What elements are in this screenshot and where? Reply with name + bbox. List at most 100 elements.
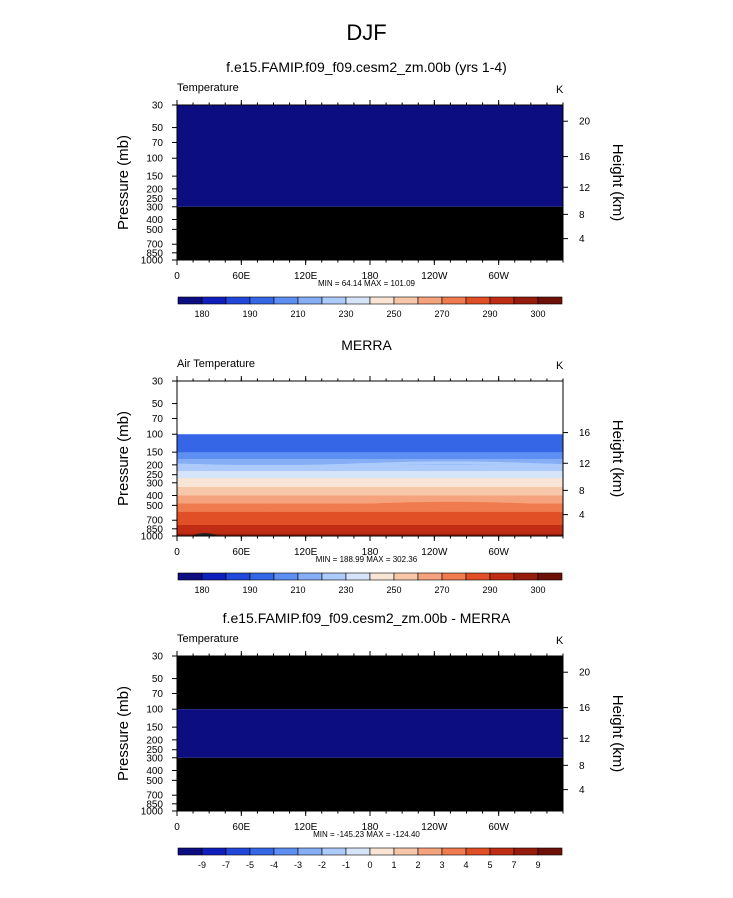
y2-axis-label: Height (km) xyxy=(609,420,626,498)
colorbar-label: 230 xyxy=(338,585,353,595)
panel-diff: f.e15.FAMIP.f09_f09.cesm2_zm.00b - MERRA… xyxy=(0,608,733,898)
colorbar-box xyxy=(201,296,227,305)
colorbar-label: 250 xyxy=(386,585,401,595)
height-tick-label: 16 xyxy=(579,428,591,439)
pressure-tick-label: 850 xyxy=(146,799,163,810)
colorbar-label: 1 xyxy=(391,860,396,870)
contour-line xyxy=(176,461,564,469)
colorbar-label: -2 xyxy=(318,860,326,870)
colorbar-box xyxy=(441,296,467,305)
pressure-tick-label: 1000 xyxy=(141,256,164,267)
field-region xyxy=(177,656,563,710)
pressure-tick-label: 300 xyxy=(146,753,163,764)
colorbar-label: 9 xyxy=(535,860,540,870)
pressure-tick-label: 1000 xyxy=(141,807,164,818)
lon-tick-label: 180 xyxy=(362,822,379,833)
pressure-tick-label: 400 xyxy=(146,766,163,777)
lon-tick-label: 60E xyxy=(232,271,250,282)
colorbar-box xyxy=(177,296,203,305)
height-tick-label: 8 xyxy=(579,486,585,497)
panel-title: MERRA xyxy=(341,337,392,353)
pressure-tick-label: 30 xyxy=(152,101,164,112)
colorbar-label: 290 xyxy=(482,309,497,319)
colorbar-box xyxy=(417,847,443,856)
colorbar-box xyxy=(321,847,347,856)
pressure-tick-label: 500 xyxy=(146,776,163,787)
colorbar-box xyxy=(513,572,539,581)
variable-label: Air Temperature xyxy=(177,358,256,370)
pressure-tick-label: 50 xyxy=(152,123,164,134)
colorbar-label: 7 xyxy=(511,860,516,870)
unit-label: K xyxy=(556,635,564,647)
pressure-tick-label: 200 xyxy=(146,184,163,195)
height-tick-label: 20 xyxy=(579,117,591,128)
height-tick-label: 4 xyxy=(579,785,585,796)
main-title: DJF xyxy=(346,20,387,45)
lon-tick-label: 60E xyxy=(232,547,250,558)
y-axis-label: Pressure (mb) xyxy=(115,135,132,230)
pressure-tick-label: 850 xyxy=(146,524,163,535)
height-tick-label: 20 xyxy=(579,668,591,679)
lon-tick-label: 0 xyxy=(174,547,180,558)
colorbar-box xyxy=(273,572,299,581)
pressure-tick-label: 50 xyxy=(152,399,164,410)
colorbar-label: 210 xyxy=(290,309,305,319)
colorbar-label: 4 xyxy=(463,860,468,870)
colorbar-label: 3 xyxy=(439,860,444,870)
colorbar-box xyxy=(441,847,467,856)
pressure-tick-label: 200 xyxy=(146,735,163,746)
colorbar-box xyxy=(321,296,347,305)
colorbar-label: 210 xyxy=(290,585,305,595)
lon-tick-label: 120W xyxy=(421,547,448,558)
pressure-tick-label: 150 xyxy=(146,723,163,734)
colorbar-label: 290 xyxy=(482,585,497,595)
field-band xyxy=(177,464,563,472)
colorbar: -9 -7 -5 -4 -3 -2 -1 0 1 2 3 4 5 7 9 xyxy=(177,847,563,870)
pressure-tick-label: 400 xyxy=(146,215,163,226)
colorbar-label: 270 xyxy=(434,309,449,319)
pressure-tick-label: 500 xyxy=(146,501,163,512)
colorbar-box xyxy=(297,572,323,581)
colorbar-box xyxy=(321,572,347,581)
contour-line xyxy=(176,479,564,487)
field-band xyxy=(177,495,563,505)
y-axis-label: Pressure (mb) xyxy=(115,686,132,781)
field-region xyxy=(177,105,563,207)
variable-label: Temperature xyxy=(177,633,239,645)
field-band xyxy=(177,525,563,535)
contour-line xyxy=(176,501,564,509)
colorbar-box xyxy=(369,296,395,305)
colorbar-box xyxy=(297,847,323,856)
minmax-label: MIN = -145.23 MAX = -124.40 xyxy=(313,830,420,839)
lon-tick-label: 120E xyxy=(294,547,318,558)
pressure-tick-label: 100 xyxy=(146,705,163,716)
pressure-tick-label: 400 xyxy=(146,491,163,502)
colorbar-label: 190 xyxy=(242,309,257,319)
pressure-tick-label: 250 xyxy=(146,745,163,756)
terrain-blob xyxy=(191,533,219,536)
colorbar: 180 190 210 230 250 270 290 300 xyxy=(177,572,563,595)
colorbar-label: 180 xyxy=(194,585,209,595)
colorbar-box xyxy=(225,296,251,305)
colorbar-label: 270 xyxy=(434,585,449,595)
colorbar-label: 2 xyxy=(415,860,420,870)
pressure-tick-label: 1000 xyxy=(141,532,164,543)
colorbar-box xyxy=(393,847,419,856)
field-band xyxy=(177,511,563,526)
pressure-tick-label: 500 xyxy=(146,225,163,236)
pressure-tick-label: 50 xyxy=(152,674,164,685)
pressure-tick-label: 700 xyxy=(146,516,163,527)
height-tick-label: 4 xyxy=(579,510,585,521)
pressure-tick-label: 200 xyxy=(146,460,163,471)
colorbar-box xyxy=(273,296,299,305)
y-axis-label: Pressure (mb) xyxy=(115,411,132,506)
colorbar-label: -1 xyxy=(342,860,350,870)
colorbar-box xyxy=(537,572,563,581)
lon-tick-label: 120E xyxy=(294,271,318,282)
colorbar-box xyxy=(441,572,467,581)
pressure-tick-label: 70 xyxy=(152,414,164,425)
height-tick-label: 16 xyxy=(579,703,591,714)
